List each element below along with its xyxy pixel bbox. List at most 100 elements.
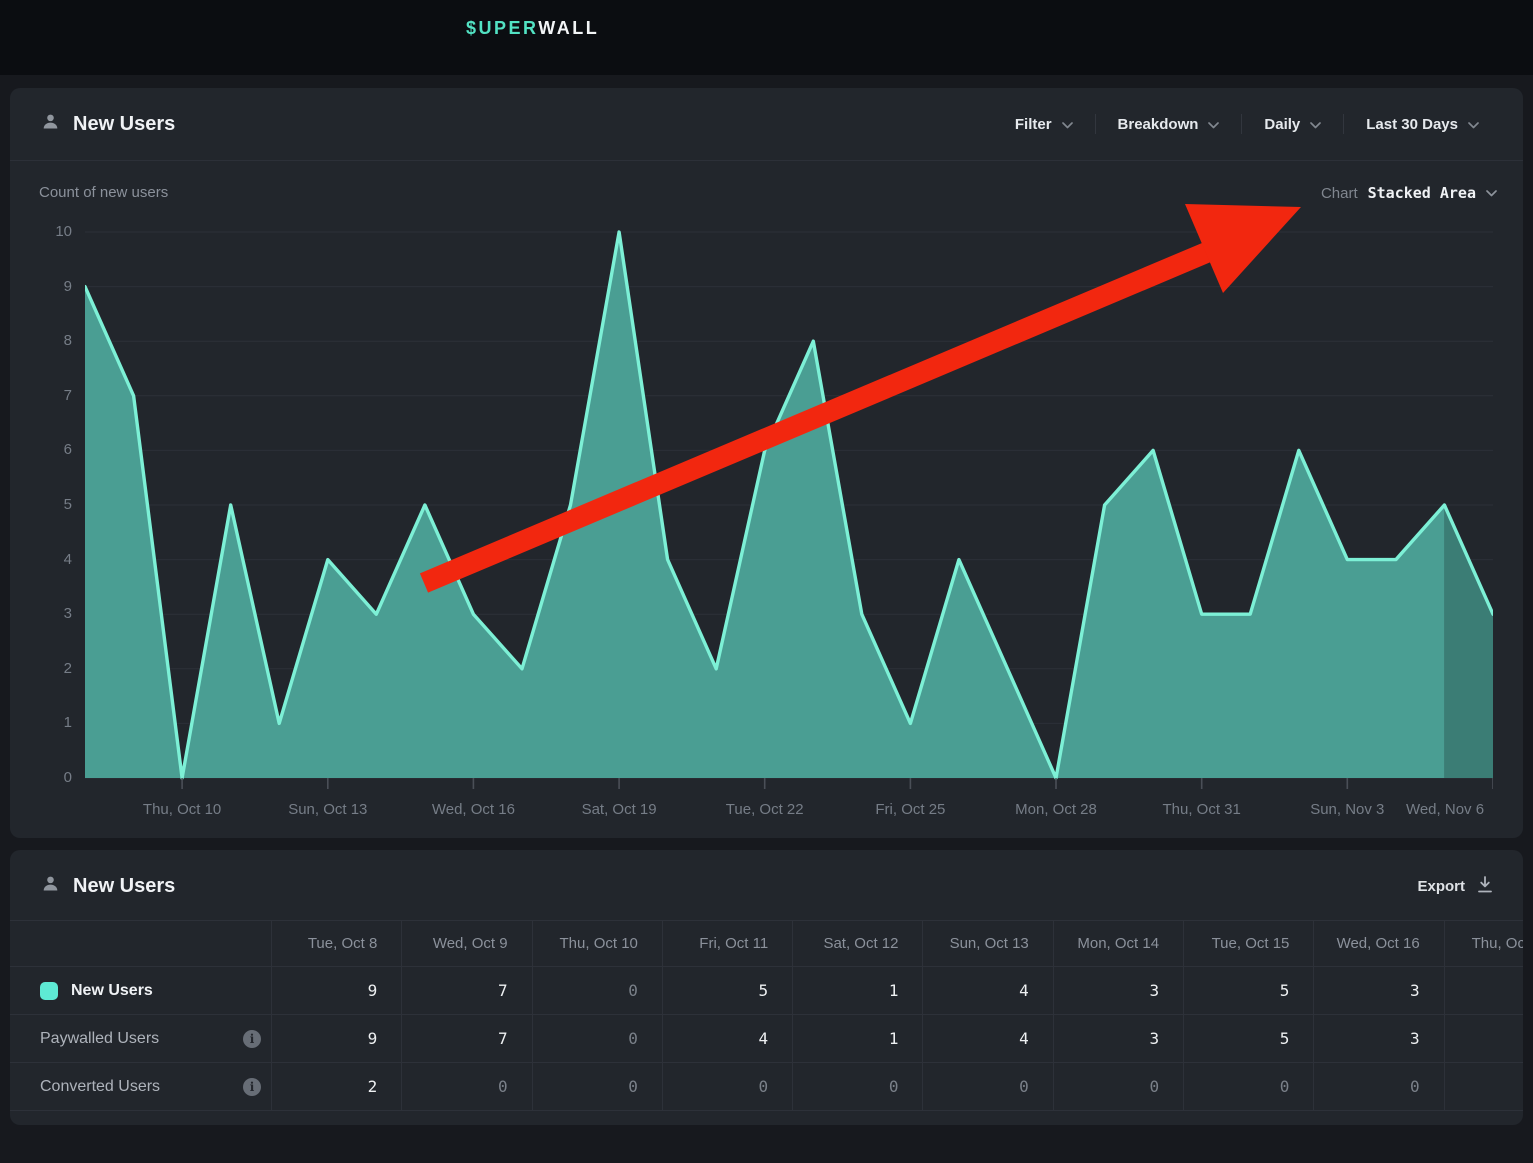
x-tick-label: Wed, Nov 6 xyxy=(1405,801,1485,818)
x-tick-label: Tue, Oct 22 xyxy=(725,801,804,818)
chart-controls: Filter Breakdown Daily Last 30 Days xyxy=(993,88,1501,160)
new-users-chart-card: New Users Filter Breakdown Daily Last 30 Da… xyxy=(10,88,1523,838)
table-column-header: Tue, Oct 8 xyxy=(271,921,401,966)
table-column-header: Fri, Oct 11 xyxy=(661,921,792,966)
row-label-text: New Users xyxy=(71,981,153,999)
table-value-cell: 5 xyxy=(1183,966,1314,1014)
y-tick-label: 8 xyxy=(63,332,72,350)
chevron-down-icon xyxy=(1208,116,1220,133)
table-card-title: New Users xyxy=(73,874,176,897)
row-label-text: Paywalled Users xyxy=(40,1029,160,1047)
x-tick-label: Sat, Oct 19 xyxy=(581,801,657,818)
table-column-header: Wed, Oct 9 xyxy=(401,921,531,966)
row-label-new-users: New Users xyxy=(10,966,271,1014)
y-tick-label: 5 xyxy=(63,496,72,513)
x-tick-label: Thu, Oct 31 xyxy=(1162,801,1241,818)
x-tick-label: Mon, Oct 28 xyxy=(1015,801,1097,818)
table-value-cell: 4 xyxy=(661,1014,793,1062)
table-value-cell: 0 xyxy=(661,1062,793,1110)
table-column-header: Sat, Oct 12 xyxy=(792,921,922,966)
chart-type-value: Stacked Area xyxy=(1367,184,1476,202)
table-value-cell: 5 xyxy=(661,966,793,1014)
series-color-swatch xyxy=(40,981,58,1000)
logo-accent: $UPER xyxy=(466,18,539,38)
control-breakdown-label: Breakdown xyxy=(1117,115,1199,133)
control-breakdown[interactable]: Breakdown xyxy=(1096,116,1242,133)
info-icon[interactable]: i xyxy=(243,1077,261,1096)
table-column-header: Tue, Oct 15 xyxy=(1183,921,1313,966)
table-card-header: New Users Export xyxy=(10,850,1523,922)
table-value-cell: 2 xyxy=(271,1062,402,1110)
table-column-header: Mon, Oct 14 xyxy=(1052,921,1183,966)
export-button[interactable]: Export xyxy=(1417,850,1493,922)
info-icon[interactable]: i xyxy=(243,1029,261,1048)
table-value-cell: 3 xyxy=(1052,1014,1184,1062)
table-value-cell: 9 xyxy=(271,966,402,1014)
chart-type-label: Chart xyxy=(1320,184,1358,202)
table-corner-cell xyxy=(10,921,271,966)
y-tick-label: 3 xyxy=(63,605,72,623)
table-bottom-border xyxy=(10,1110,1523,1111)
y-tick-label: 0 xyxy=(63,769,72,786)
table-value-cell: 9 xyxy=(271,1014,402,1062)
table-value-cell: 0 xyxy=(792,1062,923,1110)
control-daily-label: Daily xyxy=(1264,115,1301,133)
chevron-down-icon xyxy=(1310,116,1322,133)
y-tick-label: 6 xyxy=(63,441,72,459)
person-icon xyxy=(42,113,59,135)
control-date-range[interactable]: Last 30 Days xyxy=(1344,116,1501,133)
chart-card-title: New Users xyxy=(73,112,176,135)
x-tick-label: Sun, Oct 13 xyxy=(288,801,368,818)
table-value-cell: 5 xyxy=(1183,1014,1314,1062)
chevron-down-icon xyxy=(1468,116,1479,133)
y-tick-label: 9 xyxy=(63,277,72,295)
controls-divider xyxy=(1094,114,1096,134)
superwall-logo: $UPERWALL xyxy=(466,18,599,39)
table-column-header: Wed, Oct 16 xyxy=(1313,921,1443,966)
table-value-cell: 4 xyxy=(922,966,1053,1014)
table-value-cell: 0 xyxy=(922,1062,1053,1110)
control-daily[interactable]: Daily xyxy=(1242,116,1343,133)
top-app-bar: $UPERWALL xyxy=(0,0,1533,75)
y-tick-label: 7 xyxy=(63,386,72,404)
table-column-header: Sun, Oct 13 xyxy=(922,921,1052,966)
table-value-cell: 0 xyxy=(1313,1062,1444,1110)
x-tick-label: Wed, Oct 16 xyxy=(431,801,515,818)
table-value-cell xyxy=(1443,1014,1523,1062)
x-tick-label: Thu, Oct 10 xyxy=(142,801,222,818)
row-label-paywalled-users: Paywalled Users i xyxy=(10,1014,271,1062)
y-tick-label: 4 xyxy=(63,550,72,568)
table-value-cell: 0 xyxy=(401,1062,532,1110)
y-tick-label: 1 xyxy=(63,714,72,732)
logo-rest: WALL xyxy=(538,18,600,38)
table-value-cell xyxy=(1443,1062,1523,1110)
chart-card-header: New Users Filter Breakdown Daily Last 30 Da… xyxy=(10,88,1523,161)
table-value-cell: 3 xyxy=(1313,1014,1444,1062)
table-value-cell: 4 xyxy=(922,1014,1053,1062)
x-tick-label: Sun, Nov 3 xyxy=(1310,801,1385,818)
table-value-cell: 3 xyxy=(1313,966,1444,1014)
control-date-range-label: Last 30 Days xyxy=(1366,115,1458,133)
new-users-table-card: New Users Export Tue, Oct 8 Wed, Oct 9 Thu… xyxy=(10,850,1523,1125)
chevron-down-icon xyxy=(1486,184,1497,202)
area-fill-incomplete xyxy=(1444,505,1493,778)
table-value-cell: 1 xyxy=(792,966,923,1014)
export-label: Export xyxy=(1417,877,1465,895)
y-tick-label: 2 xyxy=(63,659,72,677)
control-filter[interactable]: Filter xyxy=(993,116,1095,133)
chart-type-dropdown[interactable]: Chart Stacked Area xyxy=(1321,180,1497,206)
table-value-cell: 0 xyxy=(531,1014,662,1062)
control-filter-label: Filter xyxy=(1014,115,1052,133)
stacked-area-chart xyxy=(85,230,1493,789)
controls-divider xyxy=(1343,114,1345,134)
table-column-header: Thu, Oct 10 xyxy=(531,921,662,966)
table-value-cell: 0 xyxy=(1052,1062,1184,1110)
header-divider xyxy=(10,160,1523,161)
table-value-cell xyxy=(1443,966,1523,1014)
table-value-cell: 0 xyxy=(531,966,662,1014)
metrics-table: Tue, Oct 8 Wed, Oct 9 Thu, Oct 10 Fri, Oct … xyxy=(10,920,1523,1111)
table-value-cell: 3 xyxy=(1052,966,1184,1014)
y-tick-label: 10 xyxy=(55,223,72,240)
download-icon xyxy=(1477,875,1493,897)
chart-subtitle: Count of new users xyxy=(39,184,169,201)
